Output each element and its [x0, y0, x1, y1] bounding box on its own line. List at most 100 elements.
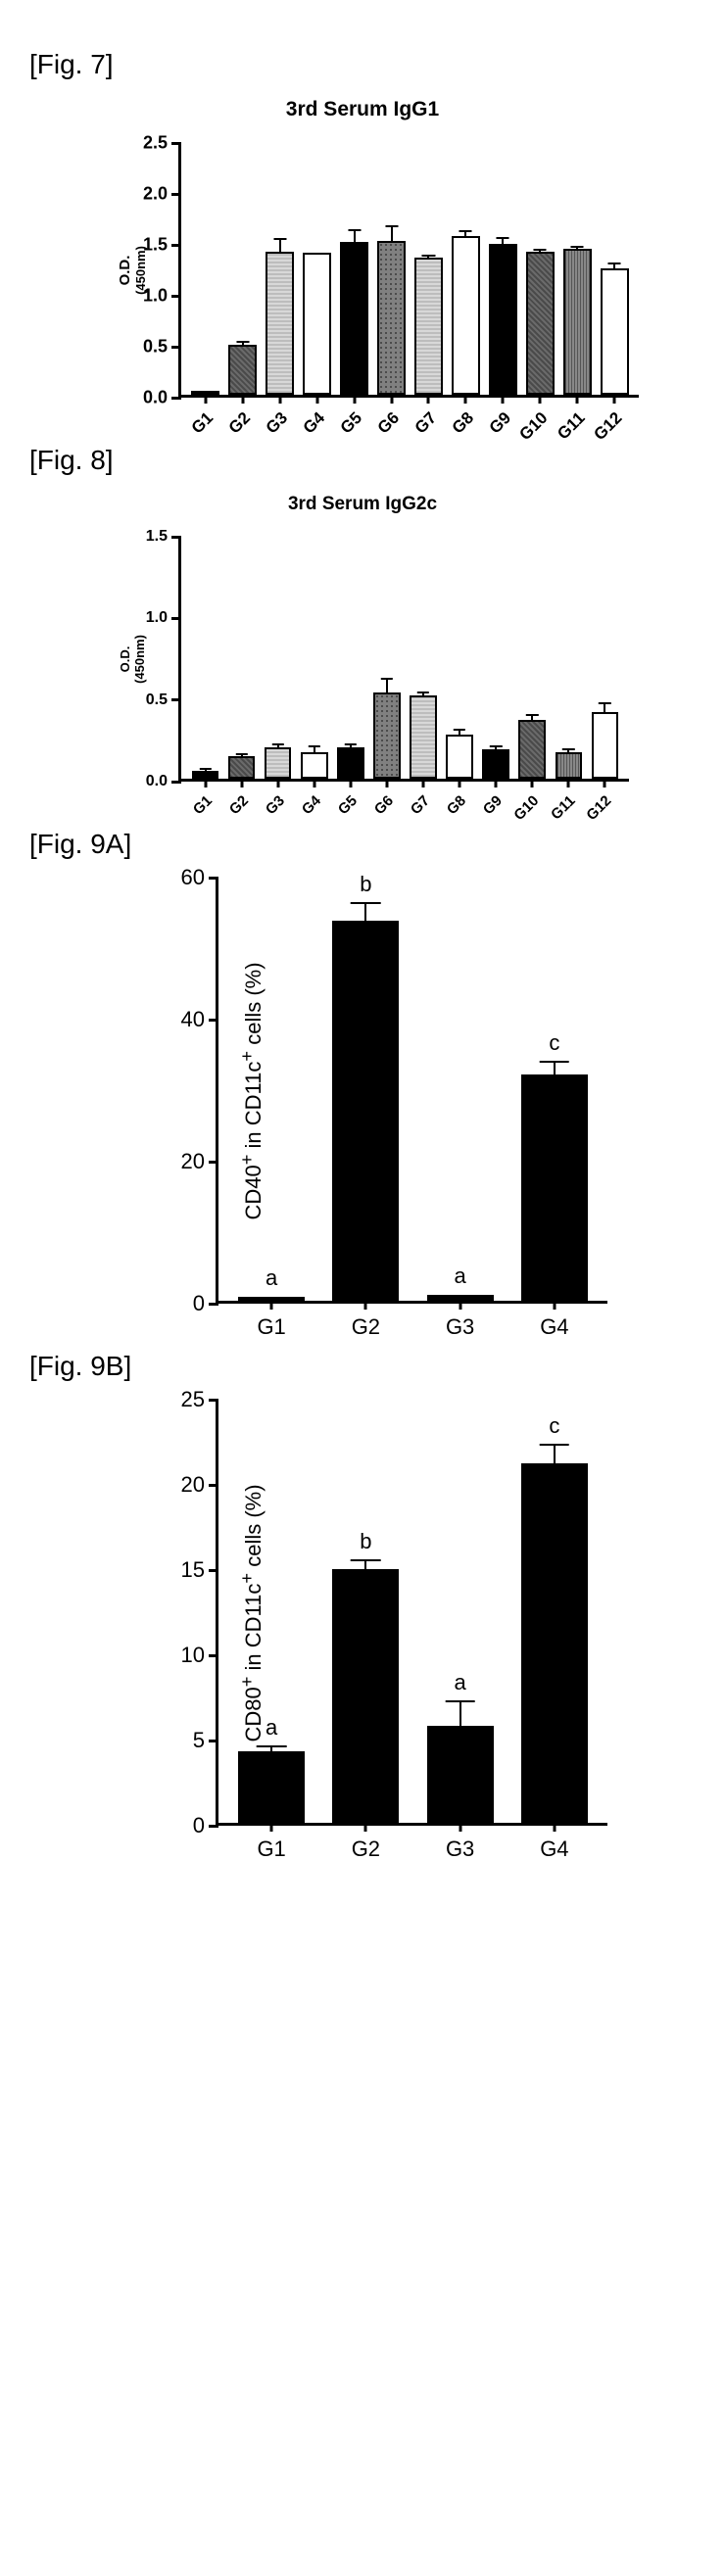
xtick — [270, 1823, 273, 1832]
bar-slot: G12 — [596, 143, 633, 395]
bar-slot: aG1 — [224, 1400, 318, 1823]
error-bar — [459, 1701, 461, 1725]
error-bar — [364, 1560, 366, 1569]
bar-rect — [414, 258, 443, 395]
xtick — [315, 395, 318, 404]
xtick-label: G4 — [299, 792, 324, 818]
error-bar — [354, 230, 356, 242]
ytick-label: 0.5 — [143, 337, 181, 358]
ytick-label: 0 — [193, 1813, 218, 1838]
xtick-label: G10 — [510, 792, 542, 824]
xtick — [459, 1301, 461, 1310]
error-bar — [604, 703, 605, 711]
bar-rect — [521, 1074, 588, 1301]
xtick-label: G9 — [480, 792, 506, 818]
bar-rect — [410, 695, 437, 779]
error-cap — [540, 1444, 570, 1446]
error-bar — [554, 1062, 556, 1074]
ytick-label: 0.5 — [146, 692, 181, 709]
xtick-label: G8 — [448, 408, 477, 438]
xtick-label: G12 — [590, 408, 626, 445]
bar-rect — [521, 1463, 588, 1823]
ytick-label: 0.0 — [143, 388, 181, 408]
xtick — [270, 1301, 273, 1310]
xtick — [502, 395, 505, 404]
bar-rect — [526, 252, 555, 395]
xtick — [390, 395, 393, 404]
bar-slot: G9 — [478, 537, 514, 779]
error-cap — [540, 1061, 570, 1063]
bar-slot: G7 — [405, 537, 441, 779]
significance-letter: a — [455, 1264, 466, 1289]
error-bar — [554, 1445, 556, 1463]
bar-slot: cG4 — [508, 878, 602, 1301]
error-cap — [562, 748, 574, 750]
error-cap — [526, 714, 538, 716]
error-cap — [351, 902, 381, 904]
xtick-label: G4 — [300, 408, 329, 438]
xtick-label: G4 — [540, 1837, 568, 1862]
fig8-title: 3rd Serum IgG2c — [88, 494, 637, 515]
xtick — [385, 779, 388, 787]
xtick-label: G11 — [548, 792, 578, 823]
error-cap — [348, 229, 361, 231]
error-cap — [273, 238, 286, 240]
significance-letter: a — [455, 1670, 466, 1695]
error-cap — [345, 743, 357, 745]
xtick-label: G5 — [337, 408, 366, 438]
xtick-label: G2 — [225, 792, 251, 818]
xtick-label: G2 — [352, 1837, 380, 1862]
xtick — [241, 395, 244, 404]
ytick-label: 20 — [181, 1472, 218, 1498]
xtick — [349, 779, 352, 787]
ytick-label: 1.5 — [143, 235, 181, 256]
fig8-label: [Fig. 8] — [29, 445, 696, 476]
fig8-bars: G1G2G3G4G5G6G7G8G9G10G11G12 — [181, 537, 629, 779]
bar-slot: G11 — [551, 537, 587, 779]
error-cap — [445, 1700, 475, 1702]
xtick — [353, 395, 356, 404]
fig7-bars: G1G2G3G4G5G6G7G8G9G10G11G12 — [181, 143, 639, 395]
bar-slot: aG3 — [413, 1400, 508, 1823]
xtick — [553, 1823, 556, 1832]
bar-slot: cG4 — [508, 1400, 602, 1823]
bar-slot: G5 — [336, 143, 373, 395]
bar-rect — [303, 253, 331, 395]
significance-letter: a — [266, 1715, 277, 1741]
bar-slot: bG2 — [318, 1400, 412, 1823]
xtick — [495, 779, 498, 787]
ytick-label: 2.0 — [143, 184, 181, 205]
bar-rect — [228, 345, 257, 395]
error-cap — [257, 1745, 287, 1747]
bar-rect — [301, 752, 328, 779]
bar-slot: G3 — [262, 143, 299, 395]
ytick-label: 1.5 — [146, 528, 181, 546]
bar-slot: G5 — [332, 537, 368, 779]
bar-rect — [489, 244, 517, 395]
fig7-label: [Fig. 7] — [29, 49, 696, 80]
bar-rect — [238, 1751, 305, 1823]
error-cap — [309, 745, 320, 747]
fig9b-label: [Fig. 9B] — [29, 1351, 696, 1382]
bar-rect — [518, 720, 546, 779]
xtick — [539, 395, 542, 404]
ytick-label: 15 — [181, 1557, 218, 1583]
xtick-label: G3 — [446, 1314, 474, 1340]
bar-rect — [601, 268, 629, 395]
bar-slot: G2 — [223, 537, 260, 779]
error-cap — [599, 702, 610, 704]
fig9a-chart: CD40+ in CD11c+ cells (%) aG1bG2aG3cG4 0… — [118, 878, 607, 1304]
ytick-label: 20 — [181, 1149, 218, 1174]
ytick-label: 0.0 — [146, 773, 181, 790]
fig9b-axes: aG1bG2aG3cG4 0510152025 — [216, 1400, 607, 1826]
xtick-label: G7 — [411, 408, 440, 438]
error-bar — [314, 746, 315, 753]
fig9b-bars: aG1bG2aG3cG4 — [218, 1400, 607, 1823]
fig8-ylabel-main: O.D. — [118, 635, 132, 684]
ytick-label: 40 — [181, 1007, 218, 1032]
bar-slot: aG1 — [224, 878, 318, 1301]
xtick — [204, 395, 207, 404]
error-bar — [279, 239, 281, 253]
xtick — [240, 779, 243, 787]
bar-slot: G6 — [373, 143, 411, 395]
